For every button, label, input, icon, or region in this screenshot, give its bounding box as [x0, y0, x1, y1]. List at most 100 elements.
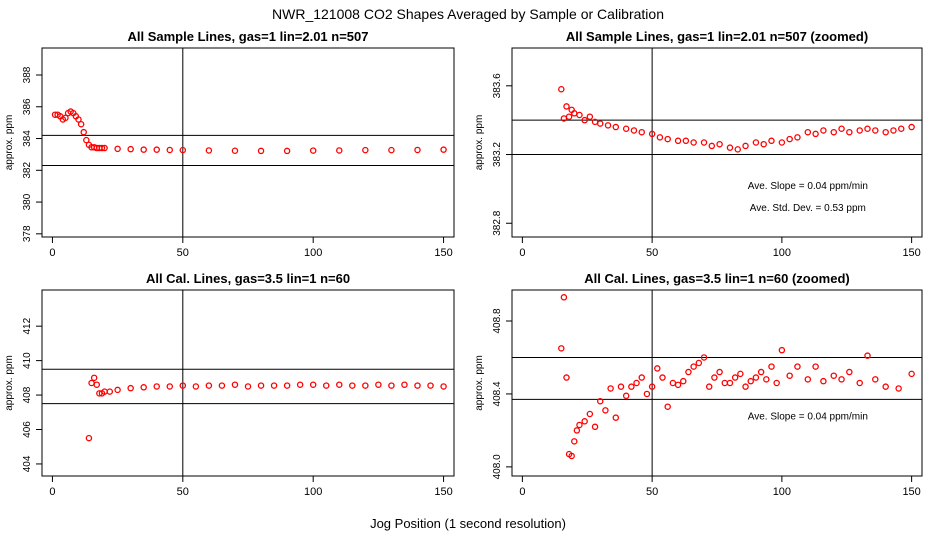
data-point [768, 137, 775, 145]
data-point [700, 139, 708, 146]
y-tick-label: 412 [22, 317, 33, 334]
data-point [309, 381, 317, 388]
data-point [388, 382, 395, 389]
data-point [218, 382, 226, 389]
data-point [414, 382, 421, 389]
panel-p4: All Cal. Lines, gas=3.5 lin=1 n=60 (zoom… [474, 271, 923, 498]
data-point [760, 140, 767, 148]
x-tick-label: 150 [434, 486, 452, 498]
data-point [591, 423, 599, 431]
data-point [231, 147, 239, 155]
data-point [62, 114, 69, 122]
data-point [747, 377, 754, 385]
data-point [872, 376, 879, 383]
data-point [737, 370, 744, 378]
data-point [890, 127, 897, 134]
data-point [742, 383, 749, 390]
data-point [75, 116, 82, 123]
data-point [612, 414, 620, 421]
data-point [90, 374, 98, 382]
figure-title: NWR_121008 CO2 Shapes Averaged by Sample… [272, 6, 664, 22]
data-point [257, 147, 265, 155]
data-point [778, 139, 786, 146]
data-point [205, 382, 213, 389]
data-point [872, 127, 879, 134]
data-point [895, 385, 902, 392]
data-point [682, 137, 690, 145]
y-axis-label: approx. ppm [4, 115, 15, 171]
data-point [85, 434, 93, 442]
plot-frame [511, 47, 923, 238]
data-point [127, 145, 134, 153]
data-point [349, 382, 356, 389]
data-point [705, 383, 713, 390]
data-point [568, 452, 575, 460]
data-point [336, 381, 343, 388]
data-point [166, 383, 174, 390]
data-point [773, 379, 780, 387]
data-point [856, 127, 863, 134]
data-point [563, 103, 570, 110]
panel-p3: All Cal. Lines, gas=3.5 lin=1 n=60 approx… [4, 271, 455, 498]
x-tick-label: 100 [304, 486, 322, 498]
data-point [127, 384, 134, 392]
data-point [362, 146, 369, 154]
data-point [659, 374, 666, 381]
data-point [153, 383, 160, 390]
data-point [283, 382, 291, 389]
x-tick-label: 50 [177, 486, 189, 498]
panel-title: All Sample Lines, gas=1 lin=2.01 n=507 [128, 29, 369, 44]
data-point [336, 147, 343, 154]
data-point [752, 139, 760, 146]
data-point [440, 383, 447, 390]
data-point [716, 368, 723, 376]
data-point [708, 142, 716, 150]
data-point [820, 377, 827, 385]
data-point [633, 379, 640, 387]
data-point [654, 365, 661, 372]
data-point [231, 381, 239, 388]
data-point [908, 370, 915, 378]
data-point [309, 147, 317, 154]
data-point [648, 130, 656, 138]
data-point [558, 345, 565, 352]
data-point [93, 381, 101, 388]
data-point [864, 125, 871, 133]
annotation-text: Ave. Slope = 0.04 ppm/min [748, 181, 868, 192]
y-tick-label: 378 [22, 225, 33, 242]
y-tick-label: 410 [22, 352, 33, 369]
panel-p2: All Sample Lines, gas=1 lin=2.01 n=507 (… [474, 29, 923, 259]
data-point [388, 146, 395, 154]
data-point [283, 147, 291, 155]
y-axis-label: approx. ppm [474, 115, 485, 171]
data-point [778, 346, 786, 354]
data-point [576, 421, 583, 429]
data-point [414, 146, 421, 154]
x-tick-label: 150 [902, 486, 920, 498]
data-point [731, 374, 739, 381]
data-point [830, 372, 838, 379]
data-point [734, 146, 742, 153]
y-axis-label: approx. ppm [4, 355, 15, 411]
x-tick-label: 50 [177, 247, 189, 259]
data-point [563, 374, 570, 381]
data-point [786, 135, 793, 143]
data-point [830, 128, 838, 136]
data-point [596, 120, 604, 127]
x-tick-label: 100 [773, 247, 791, 259]
data-point [179, 146, 187, 154]
data-point [628, 383, 635, 390]
data-point [88, 379, 95, 387]
data-point [565, 113, 573, 120]
data-point [581, 418, 588, 425]
data-point [721, 379, 729, 387]
data-point [786, 372, 793, 379]
data-point [602, 407, 609, 414]
data-point [596, 397, 604, 405]
data-point [581, 116, 588, 124]
y-tick-label: 383.6 [492, 73, 503, 98]
data-point [716, 140, 723, 148]
data-point [362, 382, 369, 389]
y-tick-label: 404 [22, 455, 33, 472]
data-point [114, 145, 121, 153]
